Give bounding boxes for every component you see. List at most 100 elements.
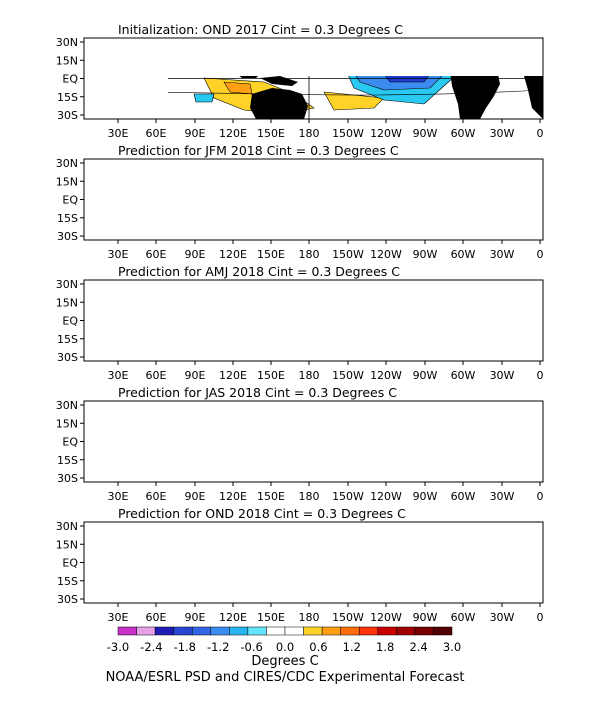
land-mass [84,159,136,233]
longitude-label: 60E [146,248,167,261]
warm-anomaly-region [414,159,540,175]
ocean-background [84,401,543,482]
cool-anomaly-region [324,427,430,455]
colorbar-tick-label: -0.6 [240,640,262,654]
longitude-label: 90W [413,248,438,261]
land-mass [84,522,136,596]
land-mass [520,522,543,603]
longitude-label: 180 [299,127,320,140]
contour-label: 0.0 [392,181,408,192]
warm-anomaly-region [264,562,310,582]
longitude-label: 90E [185,611,206,624]
land-mass [450,308,500,361]
colorbar-tick-label: -1.2 [207,640,229,654]
longitude-label: 150E [257,127,285,140]
longitude-label: 150W [332,490,364,503]
longitude-label: 30W [490,248,515,261]
latitude-label: EQ [62,194,78,207]
cool-anomaly-region [524,213,540,223]
latitude-label: EQ [62,73,78,86]
cool-anomaly-region [314,306,428,338]
longitude-label: 180 [299,369,320,382]
longitude-label: 180 [299,490,320,503]
longitude-label: 0 [537,127,544,140]
land-mass [284,550,298,560]
warm-anomaly-region [368,38,444,50]
land-mass [84,401,136,475]
land-mass [234,554,260,562]
warm-anomaly-region [434,530,524,548]
colorbar-swatch [247,626,267,636]
contour-label: 0.0 [378,300,394,311]
cool-anomaly-region [320,187,444,215]
latitude-label: 15S [57,212,78,225]
colorbar-tick-label: 1.8 [376,640,394,654]
land-mass [222,401,254,431]
latitude-label: 15N [56,175,78,188]
map-panel-3: Prediction for AMJ 2018 Cint = 0.3 Degre… [56,264,544,382]
cool-anomaly-region-strongest [374,199,424,205]
map-frame [83,521,544,604]
latitude-label: 15N [56,54,78,67]
longitude-label: 30W [490,611,515,624]
land-mass [134,159,194,193]
longitude-label: 60W [451,127,476,140]
panel-title: Prediction for JFM 2018 Cint = 0.3 Degre… [118,143,399,158]
warm-anomaly-region [254,38,364,64]
latitude-label: EQ [62,436,78,449]
colorbar-tick-label: 0.0 [276,640,294,654]
latitude-label: 30S [57,230,78,243]
contour-label: -0.9 [414,197,434,208]
warm-anomaly-region [224,193,298,221]
latitude-label: 15N [56,296,78,309]
land-mass [250,572,308,603]
warm-anomaly-region [220,310,344,350]
colorbar-swatch [377,626,397,636]
warm-anomaly-region-strong [474,50,494,58]
colorbar-swatch [210,626,230,636]
land-mass [222,38,254,68]
longitude-label: 90E [185,369,206,382]
land-mass [234,312,260,320]
longitude-label: 60W [451,490,476,503]
cool-anomaly-region-strongest [385,76,429,83]
land-mass [260,197,298,207]
latitude-label: 15S [57,454,78,467]
latitude-label: 15S [57,91,78,104]
colorbar-tick-label: 1.2 [343,640,361,654]
colorbar-swatch [284,626,304,636]
longitude-label: 120W [370,611,402,624]
longitude-label: 30E [108,490,129,503]
warm-anomaly-region [254,405,288,423]
colorbar-swatch [173,626,193,636]
land-mass [524,76,543,119]
longitude-label: 30E [108,369,129,382]
longitude-label: 60E [146,369,167,382]
land-mass [260,439,298,449]
land-mass [414,401,474,427]
panel-title: Prediction for JAS 2018 Cint = 0.3 Degre… [118,385,397,400]
colorbar-tick-label: -3.0 [107,640,129,654]
land-mass [134,38,194,72]
ocean-background [84,280,543,361]
longitude-label: 30W [490,127,515,140]
land-mass [84,38,136,112]
warm-anomaly-region [264,159,334,189]
longitude-label: 30E [108,611,129,624]
latitude-label: 30S [57,109,78,122]
longitude-label: 60E [146,490,167,503]
land-mass [450,550,500,603]
warm-anomaly-region [260,280,314,302]
map-panel-5: Prediction for OND 2018 Cint = 0.3 Degre… [56,506,544,624]
latitude-label: 30N [56,157,78,170]
latitude-label: 30N [56,36,78,49]
panel-title: Prediction for AMJ 2018 Cint = 0.3 Degre… [118,264,400,279]
colorbar-tick-label: -2.4 [140,640,162,654]
longitude-label: 150W [332,248,364,261]
longitude-label: 120W [370,369,402,382]
warm-anomaly-region-strong [234,199,262,211]
longitude-label: 150E [257,248,285,261]
panel-title: Initialization: OND 2017 Cint = 0.3 Degr… [118,22,403,37]
land-mass [284,429,298,439]
zero-contour-line [84,453,543,458]
